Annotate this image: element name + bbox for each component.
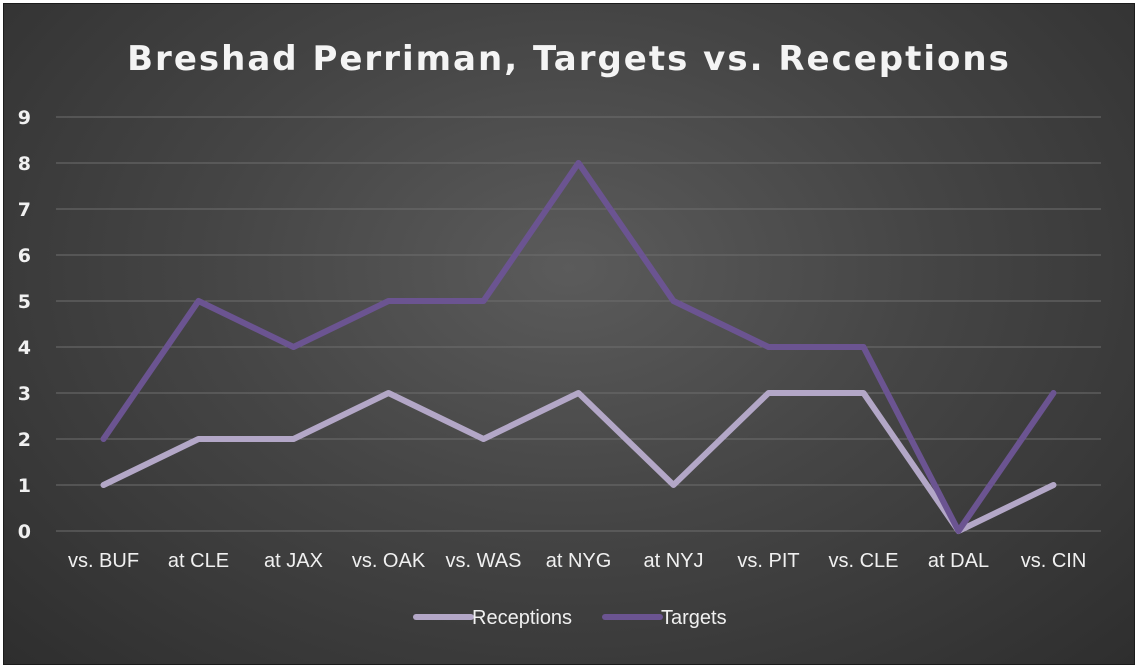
chart-title: Breshad Perriman, Targets vs. Receptions [127, 39, 1011, 79]
series-lines [100, 160, 1057, 534]
x-tick-label: at JAX [264, 550, 323, 572]
legend-label-receptions: Receptions [472, 607, 572, 629]
legend-label-targets: Targets [661, 607, 727, 629]
line-chart: Breshad Perriman, Targets vs. Receptions… [18, 39, 1101, 629]
y-tick-label: 8 [18, 153, 31, 175]
x-tick-label: vs. CLE [828, 550, 898, 572]
x-tick-label: vs. CIN [1021, 550, 1087, 572]
legend: Receptions Targets [413, 607, 727, 629]
series-line-targets [100, 160, 1057, 534]
x-tick-label: at DAL [928, 550, 989, 572]
x-tick-label: at NYJ [643, 550, 703, 572]
y-tick-label: 5 [18, 291, 31, 313]
x-tick-label: at NYG [546, 550, 612, 572]
x-tick-label: vs. BUF [68, 550, 139, 572]
y-tick-label: 3 [18, 383, 31, 405]
chart-frame: Breshad Perriman, Targets vs. Receptions… [3, 3, 1135, 665]
y-tick-label: 4 [18, 337, 31, 359]
series-line-receptions [100, 390, 1057, 534]
x-tick-label: vs. OAK [352, 550, 426, 572]
y-tick-label: 9 [18, 107, 31, 129]
y-axis-ticks: 0 1 2 3 4 5 6 7 8 9 [18, 107, 31, 543]
y-tick-label: 6 [18, 245, 31, 267]
gridlines [56, 116, 1101, 532]
y-tick-label: 2 [18, 429, 31, 451]
x-tick-label: at CLE [168, 550, 229, 572]
y-tick-label: 7 [18, 199, 31, 221]
x-tick-label: vs. WAS [446, 550, 522, 572]
y-tick-label: 1 [18, 475, 31, 497]
x-axis-ticks: vs. BUF at CLE at JAX vs. OAK vs. WAS at NYG a… [68, 550, 1086, 572]
x-tick-label: vs. PIT [737, 550, 799, 572]
y-tick-label: 0 [18, 521, 31, 543]
